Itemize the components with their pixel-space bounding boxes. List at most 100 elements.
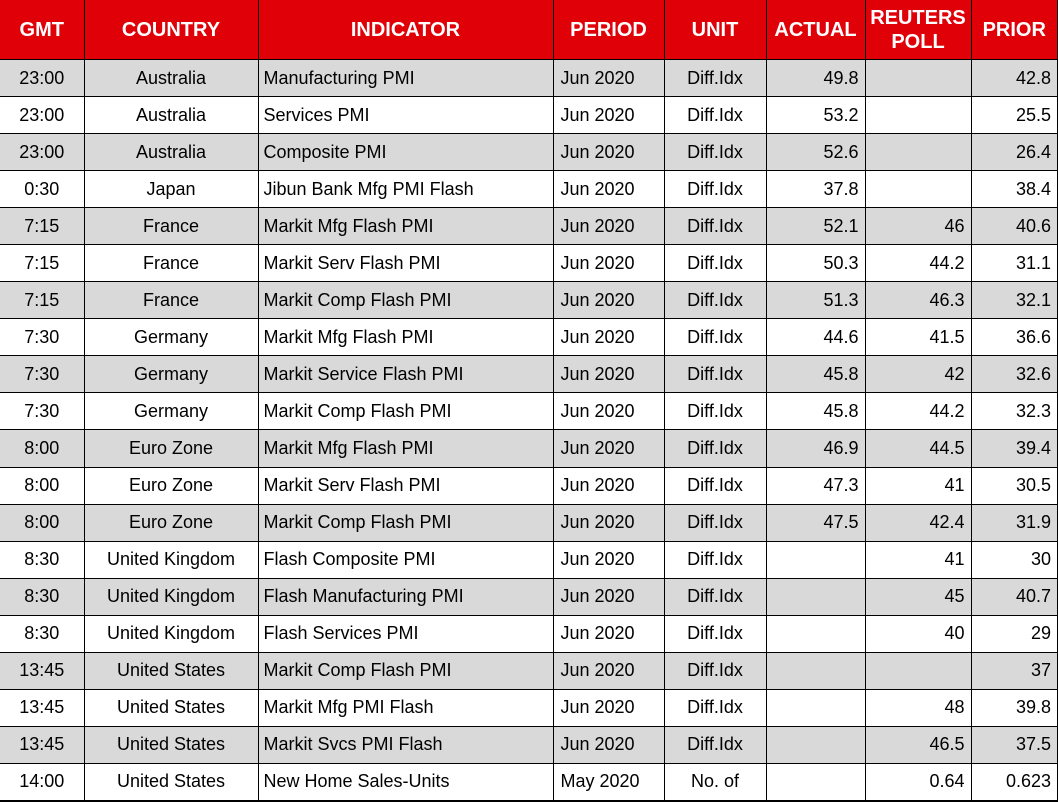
- table-row: 7:15 France Markit Serv Flash PMI Jun 2020 D…: [0, 244, 1058, 283]
- cell-unit: Diff.Idx: [663, 281, 767, 320]
- cell-actual: [765, 614, 866, 653]
- cell-period: Jun 2020: [552, 318, 665, 357]
- cell-reuters-poll: 41.5: [864, 318, 972, 357]
- cell-reuters-poll: [864, 96, 972, 135]
- cell-actual: 37.8: [765, 170, 866, 209]
- cell-reuters-poll: [864, 170, 972, 209]
- cell-prior: 37: [970, 651, 1058, 690]
- cell-reuters-poll: 40: [864, 614, 972, 653]
- header-actual: ACTUAL: [765, 0, 866, 60]
- cell-gmt: 7:15: [0, 281, 85, 320]
- cell-indicator: Markit Svcs PMI Flash: [257, 725, 554, 764]
- table-row: 13:45 United States Markit Comp Flash PMI J…: [0, 651, 1058, 690]
- cell-prior: 32.1: [970, 281, 1058, 320]
- cell-period: Jun 2020: [552, 355, 665, 394]
- cell-gmt: 13:45: [0, 651, 85, 690]
- cell-prior: 39.4: [970, 429, 1058, 468]
- header-country: COUNTRY: [83, 0, 259, 60]
- cell-indicator: New Home Sales-Units: [257, 762, 554, 802]
- cell-prior: 37.5: [970, 725, 1058, 764]
- cell-unit: Diff.Idx: [663, 207, 767, 246]
- cell-prior: 32.6: [970, 355, 1058, 394]
- cell-unit: Diff.Idx: [663, 318, 767, 357]
- cell-actual: [765, 762, 866, 802]
- header-indicator: INDICATOR: [257, 0, 554, 60]
- table-row: 13:45 United States Markit Svcs PMI Flash J…: [0, 725, 1058, 764]
- cell-gmt: 7:30: [0, 355, 85, 394]
- cell-reuters-poll: 0.64: [864, 762, 972, 802]
- cell-indicator: Manufacturing PMI: [257, 58, 554, 98]
- table-row: 13:45 United States Markit Mfg PMI Flash Ju…: [0, 688, 1058, 727]
- cell-gmt: 7:15: [0, 207, 85, 246]
- table-header: GMT COUNTRY INDICATOR PERIOD UNIT ACTUAL…: [0, 0, 1058, 60]
- cell-prior: 25.5: [970, 96, 1058, 135]
- cell-country: Euro Zone: [83, 466, 259, 505]
- cell-indicator: Markit Comp Flash PMI: [257, 651, 554, 690]
- cell-indicator: Markit Serv Flash PMI: [257, 244, 554, 283]
- cell-actual: [765, 577, 866, 616]
- cell-prior: 29: [970, 614, 1058, 653]
- table-row: 8:00 Euro Zone Markit Comp Flash PMI Jun 20…: [0, 503, 1058, 542]
- cell-reuters-poll: 46.3: [864, 281, 972, 320]
- cell-period: Jun 2020: [552, 244, 665, 283]
- cell-indicator: Composite PMI: [257, 133, 554, 172]
- cell-period: Jun 2020: [552, 503, 665, 542]
- cell-reuters-poll: 44.5: [864, 429, 972, 468]
- cell-gmt: 8:30: [0, 614, 85, 653]
- cell-country: Euro Zone: [83, 503, 259, 542]
- cell-reuters-poll: 48: [864, 688, 972, 727]
- cell-country: United States: [83, 688, 259, 727]
- cell-actual: 53.2: [765, 96, 866, 135]
- cell-unit: Diff.Idx: [663, 244, 767, 283]
- cell-period: Jun 2020: [552, 577, 665, 616]
- table-row: 23:00 Australia Manufacturing PMI Jun 2020 D…: [0, 58, 1058, 98]
- cell-unit: Diff.Idx: [663, 133, 767, 172]
- cell-indicator: Jibun Bank Mfg PMI Flash: [257, 170, 554, 209]
- cell-unit: Diff.Idx: [663, 651, 767, 690]
- cell-country: Japan: [83, 170, 259, 209]
- cell-reuters-poll: [864, 651, 972, 690]
- cell-gmt: 23:00: [0, 133, 85, 172]
- cell-gmt: 14:00: [0, 762, 85, 802]
- cell-prior: 0.623: [970, 762, 1058, 802]
- cell-period: May 2020: [552, 762, 665, 802]
- table-row: 8:30 United Kingdom Flash Manufacturing PM…: [0, 577, 1058, 616]
- cell-country: France: [83, 244, 259, 283]
- cell-country: United Kingdom: [83, 540, 259, 579]
- cell-indicator: Markit Comp Flash PMI: [257, 503, 554, 542]
- cell-country: Germany: [83, 318, 259, 357]
- cell-indicator: Services PMI: [257, 96, 554, 135]
- cell-country: Euro Zone: [83, 429, 259, 468]
- cell-indicator: Markit Comp Flash PMI: [257, 392, 554, 431]
- cell-indicator: Flash Services PMI: [257, 614, 554, 653]
- cell-prior: 39.8: [970, 688, 1058, 727]
- cell-country: United States: [83, 762, 259, 802]
- cell-gmt: 7:15: [0, 244, 85, 283]
- cell-country: Germany: [83, 355, 259, 394]
- cell-reuters-poll: 41: [864, 540, 972, 579]
- cell-indicator: Markit Mfg Flash PMI: [257, 318, 554, 357]
- cell-actual: [765, 688, 866, 727]
- cell-period: Jun 2020: [552, 540, 665, 579]
- cell-reuters-poll: [864, 58, 972, 98]
- cell-gmt: 8:00: [0, 466, 85, 505]
- header-reuters-poll: REUTERS POLL: [864, 0, 972, 60]
- cell-unit: Diff.Idx: [663, 540, 767, 579]
- cell-gmt: 13:45: [0, 688, 85, 727]
- cell-period: Jun 2020: [552, 133, 665, 172]
- cell-unit: Diff.Idx: [663, 725, 767, 764]
- cell-gmt: 7:30: [0, 392, 85, 431]
- cell-unit: Diff.Idx: [663, 503, 767, 542]
- cell-unit: Diff.Idx: [663, 577, 767, 616]
- table-body: 23:00 Australia Manufacturing PMI Jun 2020 D…: [0, 58, 1058, 802]
- table-row: 8:30 United Kingdom Flash Services PMI Jun …: [0, 614, 1058, 653]
- cell-prior: 26.4: [970, 133, 1058, 172]
- cell-gmt: 8:00: [0, 429, 85, 468]
- header-gmt: GMT: [0, 0, 85, 60]
- cell-indicator: Markit Mfg PMI Flash: [257, 688, 554, 727]
- cell-gmt: 23:00: [0, 58, 85, 98]
- table-row: 7:30 Germany Markit Comp Flash PMI Jun 2020…: [0, 392, 1058, 431]
- cell-period: Jun 2020: [552, 392, 665, 431]
- cell-indicator: Markit Serv Flash PMI: [257, 466, 554, 505]
